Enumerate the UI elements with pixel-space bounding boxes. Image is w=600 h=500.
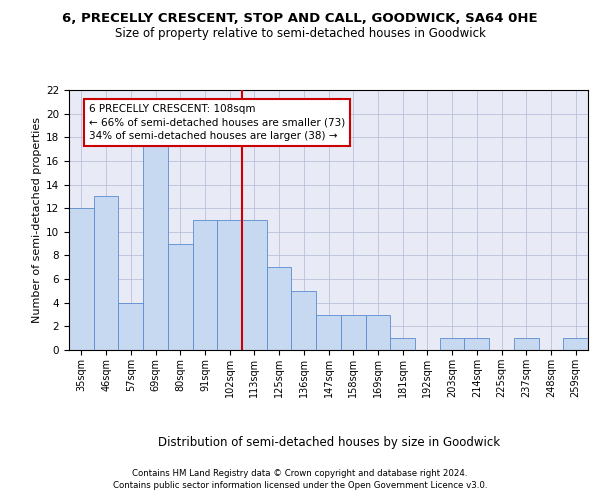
Bar	[118, 302, 143, 350]
Text: Distribution of semi-detached houses by size in Goodwick: Distribution of semi-detached houses by …	[158, 436, 500, 449]
Bar	[94, 196, 118, 350]
Text: 6, PRECELLY CRESCENT, STOP AND CALL, GOODWICK, SA64 0HE: 6, PRECELLY CRESCENT, STOP AND CALL, GOO…	[62, 12, 538, 26]
Bar	[168, 244, 193, 350]
Bar	[440, 338, 464, 350]
Bar	[292, 291, 316, 350]
Text: Contains public sector information licensed under the Open Government Licence v3: Contains public sector information licen…	[113, 482, 487, 490]
Bar	[69, 208, 94, 350]
Bar	[341, 314, 365, 350]
Bar	[365, 314, 390, 350]
Bar	[514, 338, 539, 350]
Text: 6 PRECELLY CRESCENT: 108sqm
← 66% of semi-detached houses are smaller (73)
34% o: 6 PRECELLY CRESCENT: 108sqm ← 66% of sem…	[89, 104, 345, 141]
Bar	[242, 220, 267, 350]
Bar	[267, 268, 292, 350]
Text: Contains HM Land Registry data © Crown copyright and database right 2024.: Contains HM Land Registry data © Crown c…	[132, 470, 468, 478]
Bar	[316, 314, 341, 350]
Bar	[390, 338, 415, 350]
Bar	[193, 220, 217, 350]
Bar	[217, 220, 242, 350]
Text: Size of property relative to semi-detached houses in Goodwick: Size of property relative to semi-detach…	[115, 28, 485, 40]
Bar	[464, 338, 489, 350]
Bar	[143, 138, 168, 350]
Bar	[563, 338, 588, 350]
Y-axis label: Number of semi-detached properties: Number of semi-detached properties	[32, 117, 42, 323]
